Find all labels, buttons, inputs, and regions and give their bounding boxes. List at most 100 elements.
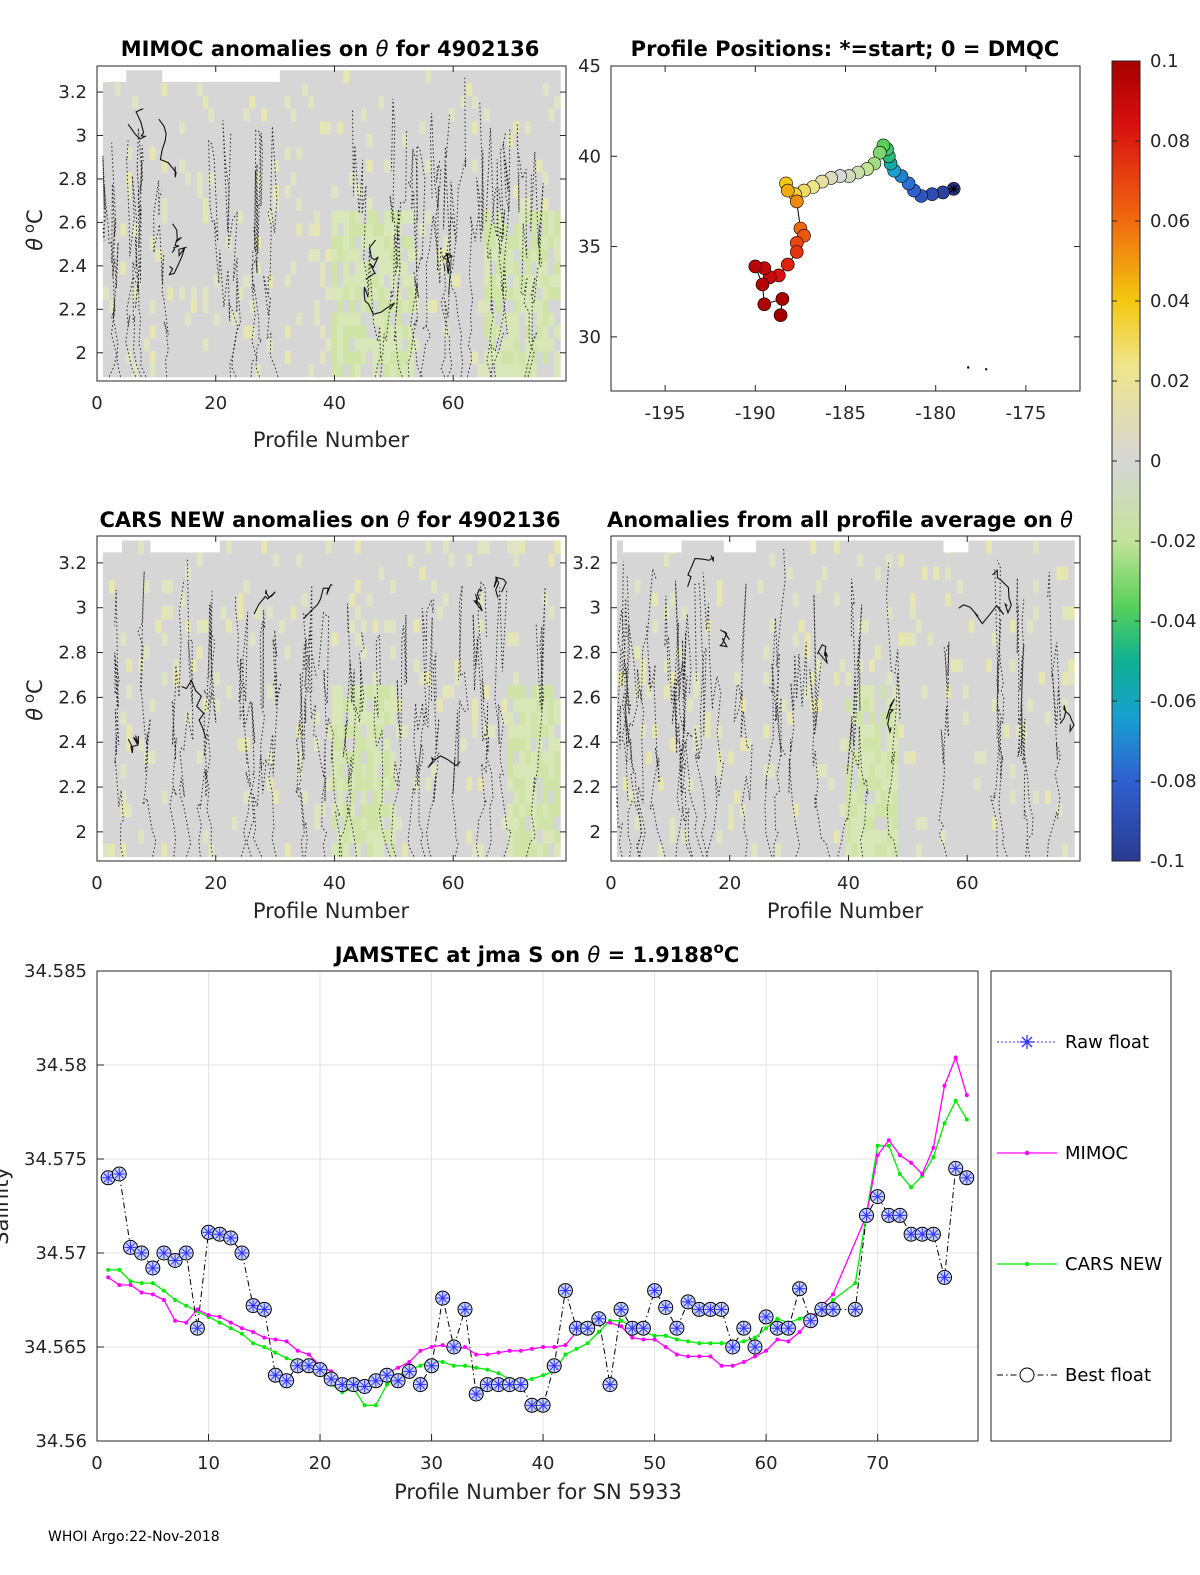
heatmap-cell [325,70,333,84]
heatmap-cell [214,553,221,568]
heatmap-cell [519,70,526,84]
heatmap-cell [108,764,116,779]
heatmap-cell [483,606,491,621]
heatmap-cell [179,632,186,647]
heatmap-cell [472,593,479,607]
heatmap-cell [255,751,262,765]
heatmap-cell [419,249,426,263]
heatmap-cell [616,803,624,818]
heatmap-cell [542,134,549,148]
heatmap-cell [489,751,497,765]
heatmap-cell [167,751,174,765]
heatmap-cell [401,249,409,263]
heatmap-cell [354,300,362,314]
heatmap-cell [407,210,415,225]
heatmap-cell [319,566,327,581]
heatmap-cell [524,236,532,250]
heatmap-cell [833,817,841,831]
heatmap-cell [114,724,122,739]
heatmap-cell [167,185,174,199]
heatmap-cell [390,185,397,199]
heatmap-cell [519,777,526,792]
heatmap-cell [728,777,735,792]
heatmap-cell [390,724,397,739]
heatmap-cell [634,659,641,673]
heatmap-cell [179,830,186,844]
heatmap-cell [851,672,858,686]
heatmap-cell [120,325,127,339]
heatmap-cell [628,724,636,739]
heatmap-cell [155,711,163,726]
heatmap-cell [144,338,151,352]
heatmap-cell [413,134,420,148]
heatmap-cell [810,540,817,555]
heatmap-cell [214,751,221,765]
heatmap-cell [249,777,256,792]
heatmap-cell [501,672,508,686]
cars-ylabel: θ oC [20,679,47,720]
heatmap-cell [243,764,251,779]
heatmap-cell [354,363,362,378]
heatmap-cell [851,593,858,607]
heatmap-cell [728,659,735,673]
heatmap-cell [132,70,139,84]
heatmap-cell [507,619,514,634]
heatmap-cell [495,685,503,700]
heatmap-cell [284,95,292,110]
heatmap-cell [466,566,473,581]
heatmap-cell [384,172,391,186]
heatmap-cell [407,261,415,276]
heatmap-cell [827,540,835,555]
heatmap-cell [437,830,444,844]
heatmap-cell [519,274,526,288]
heatmap-cell [478,249,485,263]
heatmap-cell [319,236,327,250]
heatmap-cell [249,606,256,621]
heatmap-cell [208,817,215,831]
heatmap-cell [249,146,256,161]
heatmap-cell [272,698,280,713]
contour-dotted [516,123,535,377]
heatmap-cell [513,159,520,174]
heatmap-cell [401,606,409,621]
heatmap-cell [185,830,192,844]
heatmap-cell [530,632,538,647]
heatmap-cell [501,223,508,237]
heatmap-cell [278,198,286,212]
heatmap-cell [226,593,233,607]
heatmap-cell [816,830,823,844]
heatmap-cell [524,223,532,237]
heatmap-cell [425,659,432,673]
heatmap-cell [419,724,426,739]
heatmap-cell [519,593,526,607]
heatmap-cell [126,300,133,314]
heatmap-cell [513,210,520,225]
heatmap-cell [466,540,473,555]
heatmap-cell [775,777,782,792]
heatmap-cell [413,777,420,792]
heatmap-cell [132,698,139,713]
heatmap-cell [343,606,350,621]
heatmap-cell [530,172,538,186]
heatmap-cell [478,70,485,84]
heatmap-cell [313,249,321,263]
heatmap-cell [278,274,286,288]
heatmap-cell [681,843,688,858]
heatmap-cell [337,738,344,752]
heatmap-cell [144,223,151,237]
y-tick-label: 3.2 [58,82,87,103]
heatmap-cell [658,711,665,726]
heatmap-cell [489,274,497,288]
heatmap-cell [448,751,456,765]
heatmap-cell [185,724,192,739]
heatmap-cell [313,338,321,352]
heatmap-cell [798,738,806,752]
heatmap-cell [343,685,350,700]
heatmap-cell [669,659,677,673]
heatmap-cell [138,830,145,844]
heatmap-cell [149,287,157,301]
heatmap-cell [478,593,485,607]
heatmap-cell [167,108,174,122]
heatmap-cell [675,764,682,779]
heatmap-cell [208,95,215,110]
